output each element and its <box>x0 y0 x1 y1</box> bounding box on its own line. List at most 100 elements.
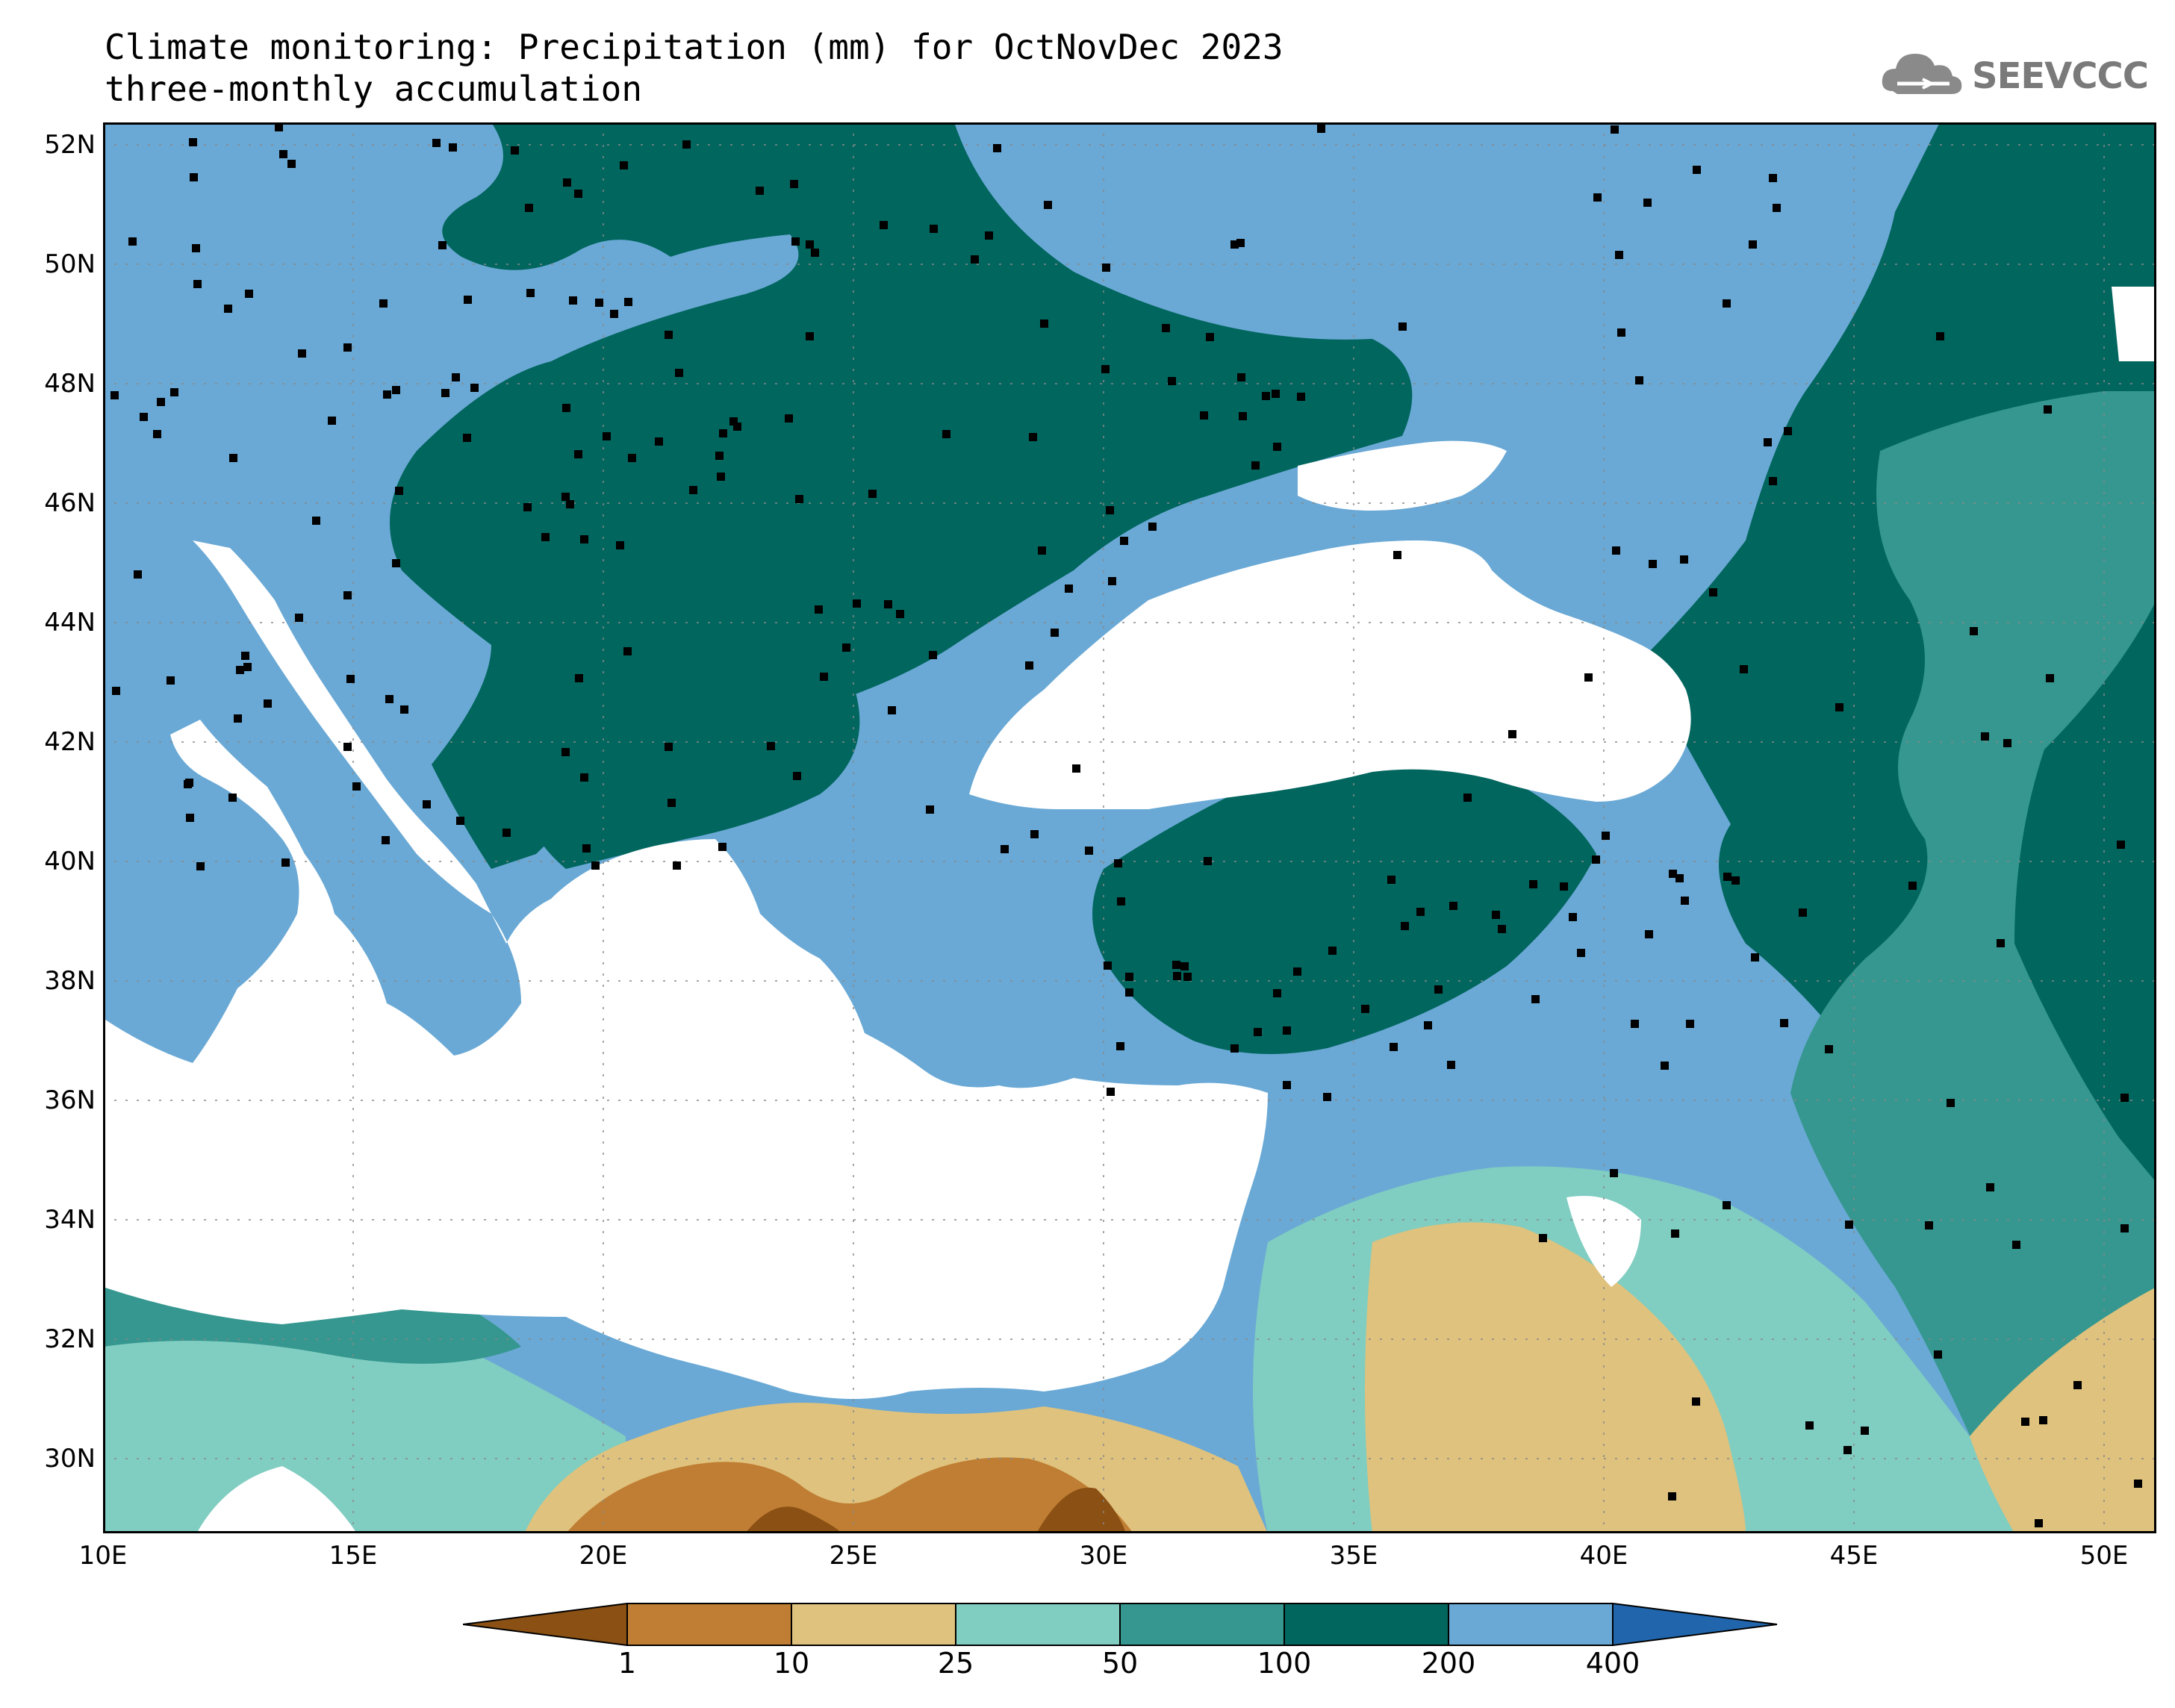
station-marker <box>1649 560 1657 568</box>
station-marker <box>767 742 775 750</box>
station-marker <box>655 437 663 446</box>
station-marker <box>1723 1201 1731 1209</box>
station-marker <box>1323 1093 1331 1101</box>
station-marker <box>1861 1427 1869 1435</box>
station-marker <box>1463 794 1472 802</box>
station-marker <box>1168 377 1176 385</box>
station-marker <box>241 652 249 660</box>
lon-label: 15E <box>329 1541 378 1571</box>
station-marker <box>1539 1234 1547 1242</box>
lon-label: 45E <box>1829 1541 1879 1571</box>
station-marker <box>718 843 726 851</box>
station-marker <box>2003 739 2011 747</box>
station-marker <box>1387 876 1395 884</box>
station-marker <box>665 743 673 751</box>
colorbar-swatch <box>626 1603 792 1646</box>
station-marker <box>275 123 283 131</box>
station-marker <box>352 782 361 791</box>
station-marker <box>192 244 200 252</box>
station-marker <box>470 384 479 392</box>
nodata-sinai <box>1566 1196 1641 1287</box>
station-marker <box>1361 1005 1369 1013</box>
station-marker <box>229 454 237 462</box>
station-marker <box>1283 1081 1291 1089</box>
colorbar-level-label: 200 <box>1421 1647 1476 1680</box>
station-marker <box>523 503 532 511</box>
station-marker <box>719 429 727 437</box>
station-marker <box>343 743 352 751</box>
station-marker <box>1908 882 1917 890</box>
station-marker <box>715 452 724 460</box>
lon-label: 20E <box>579 1541 628 1571</box>
station-marker <box>1617 328 1625 337</box>
station-marker <box>438 241 446 249</box>
station-marker <box>1835 703 1843 711</box>
colorbar-level-label: 50 <box>1101 1647 1139 1680</box>
station-marker <box>189 138 197 146</box>
station-marker <box>1117 897 1125 906</box>
precip-zone-100-200-balkan <box>506 507 860 869</box>
station-marker <box>167 676 175 685</box>
station-marker <box>1449 902 1457 910</box>
station-marker <box>2021 1418 2029 1426</box>
station-marker <box>1635 376 1643 384</box>
colorbar-level-label: 25 <box>937 1647 974 1680</box>
lat-label: 44N <box>44 608 96 638</box>
station-marker <box>2035 1519 2043 1527</box>
station-marker <box>1120 537 1128 545</box>
station-marker <box>1661 1062 1669 1070</box>
station-marker <box>790 180 798 188</box>
station-marker <box>1645 930 1653 938</box>
lat-label: 36N <box>44 1085 96 1115</box>
station-marker <box>1773 204 1781 212</box>
station-marker <box>2120 1224 2129 1232</box>
station-marker <box>791 237 800 246</box>
station-marker <box>234 714 242 723</box>
colorbar-swatch <box>791 1603 956 1646</box>
station-marker <box>2046 674 2054 682</box>
station-marker <box>190 173 198 181</box>
station-marker <box>1981 732 1989 741</box>
colorbar-swatch <box>1283 1603 1449 1646</box>
station-marker <box>1040 320 1048 328</box>
station-marker <box>985 231 993 240</box>
station-marker <box>193 280 202 288</box>
station-marker <box>1398 322 1407 331</box>
lon-label: 10E <box>78 1541 128 1571</box>
station-marker <box>1101 365 1110 373</box>
station-marker <box>1825 1045 1833 1053</box>
station-marker <box>1731 876 1740 885</box>
station-marker <box>1680 555 1688 564</box>
precip-zone-10-25-gulf <box>1970 1287 2156 1533</box>
station-marker <box>1206 333 1214 341</box>
station-marker <box>563 178 571 187</box>
station-marker <box>295 614 303 622</box>
station-marker <box>733 423 741 431</box>
station-marker <box>682 140 691 149</box>
colorbar <box>463 1602 1778 1647</box>
station-marker <box>1173 972 1181 980</box>
station-marker <box>806 332 814 340</box>
station-marker <box>1393 551 1401 559</box>
station-marker <box>926 805 934 814</box>
station-marker <box>971 255 979 264</box>
station-marker <box>574 190 582 198</box>
station-marker <box>942 430 950 438</box>
station-marker <box>842 643 850 652</box>
station-marker <box>806 240 814 249</box>
station-marker <box>1236 239 1245 247</box>
station-marker <box>1723 873 1731 881</box>
lon-label: 40E <box>1579 1541 1628 1571</box>
station-marker <box>1643 199 1652 207</box>
station-marker <box>880 221 888 229</box>
station-marker <box>1283 1026 1291 1035</box>
station-marker <box>1593 193 1602 202</box>
nodata-libya-corner <box>196 1466 357 1533</box>
station-marker <box>1934 1350 1942 1359</box>
station-marker <box>400 705 408 714</box>
colorbar-level-label: 1 <box>617 1647 637 1680</box>
logo-text: SEEVCCC <box>1972 55 2149 97</box>
station-marker <box>1272 390 1280 398</box>
station-marker <box>1709 588 1717 596</box>
station-marker <box>346 675 355 683</box>
